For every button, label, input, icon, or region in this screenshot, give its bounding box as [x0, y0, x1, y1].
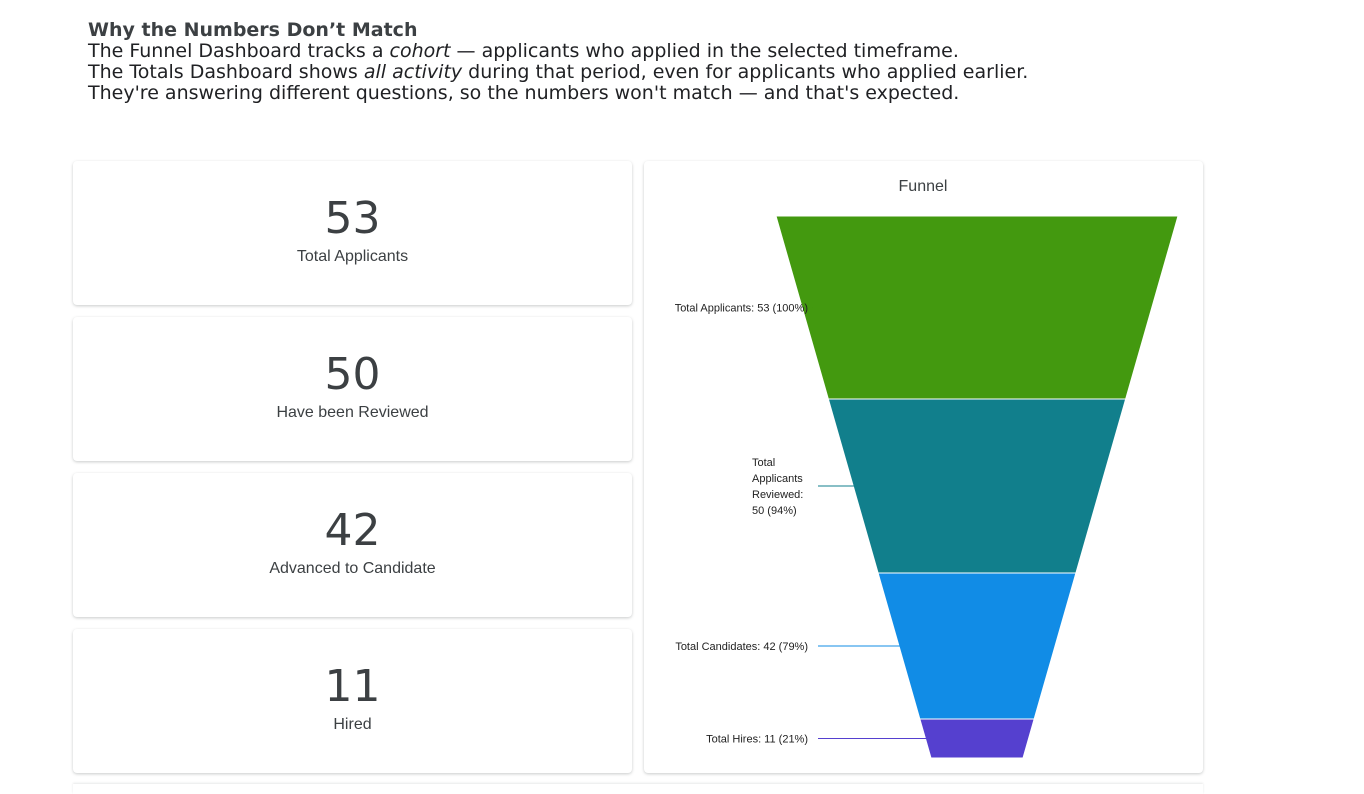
kpi-label: Have been Reviewed	[276, 404, 429, 421]
kpi-label: Hired	[333, 716, 372, 733]
funnel-stage-label: Total Hires: 11 (21%)	[706, 734, 808, 746]
explainer-line-2-end: during that period, even for applicants …	[462, 61, 1029, 83]
chart-title: Funnel	[899, 178, 948, 195]
explainer-line-2-emphasis: all activity	[363, 61, 463, 83]
kpi-value: 11	[324, 661, 381, 712]
kpi-value: 50	[324, 349, 381, 400]
kpi-value: 42	[324, 505, 381, 556]
next-card-edge	[73, 784, 1203, 794]
funnel-stage	[919, 718, 1035, 759]
explainer-line-3: They're answering different questions, s…	[88, 82, 960, 104]
funnel-stage-label: Total Candidates: 42 (79%)	[675, 641, 808, 653]
kpi-card-candidates: 42 Advanced to Candidate	[73, 473, 632, 617]
explainer-line-1: The Funnel Dashboard tracks a cohort — a…	[88, 41, 1288, 62]
explainer-heading: Why the Numbers Don’t Match	[88, 19, 418, 41]
explainer-line-2: The Totals Dashboard shows all activity …	[88, 62, 1288, 83]
funnel-stage	[775, 215, 1179, 400]
funnel-stage-label: Total Applicants Reviewed: 50 (94%)	[752, 457, 803, 517]
explainer-line-2-start: The Totals Dashboard shows	[88, 61, 364, 83]
funnel-stage-label: Total Applicants: 53 (100%)	[675, 303, 808, 315]
kpi-card-total-applicants: 53 Total Applicants	[73, 161, 632, 305]
explainer-line-1-end: — applicants who applied in the selected…	[450, 40, 959, 62]
explainer-line-1-start: The Funnel Dashboard tracks a	[88, 40, 390, 62]
explainer-line-1-emphasis: cohort	[389, 40, 451, 62]
kpi-card-reviewed: 50 Have been Reviewed	[73, 317, 632, 461]
kpi-value: 53	[324, 193, 381, 244]
funnel-chart-card: Funnel Total Applicants: 53 (100%) Total A…	[644, 161, 1203, 773]
funnel-stage	[827, 398, 1127, 574]
funnel-chart: Funnel Total Applicants: 53 (100%) Total A…	[675, 178, 1179, 759]
kpi-card-hired: 11 Hired	[73, 629, 632, 773]
kpi-label: Total Applicants	[296, 248, 409, 265]
explainer-text: Why the Numbers Don’t Match The Funnel D…	[88, 20, 1288, 104]
kpi-label: Advanced to Candidate	[269, 560, 436, 577]
